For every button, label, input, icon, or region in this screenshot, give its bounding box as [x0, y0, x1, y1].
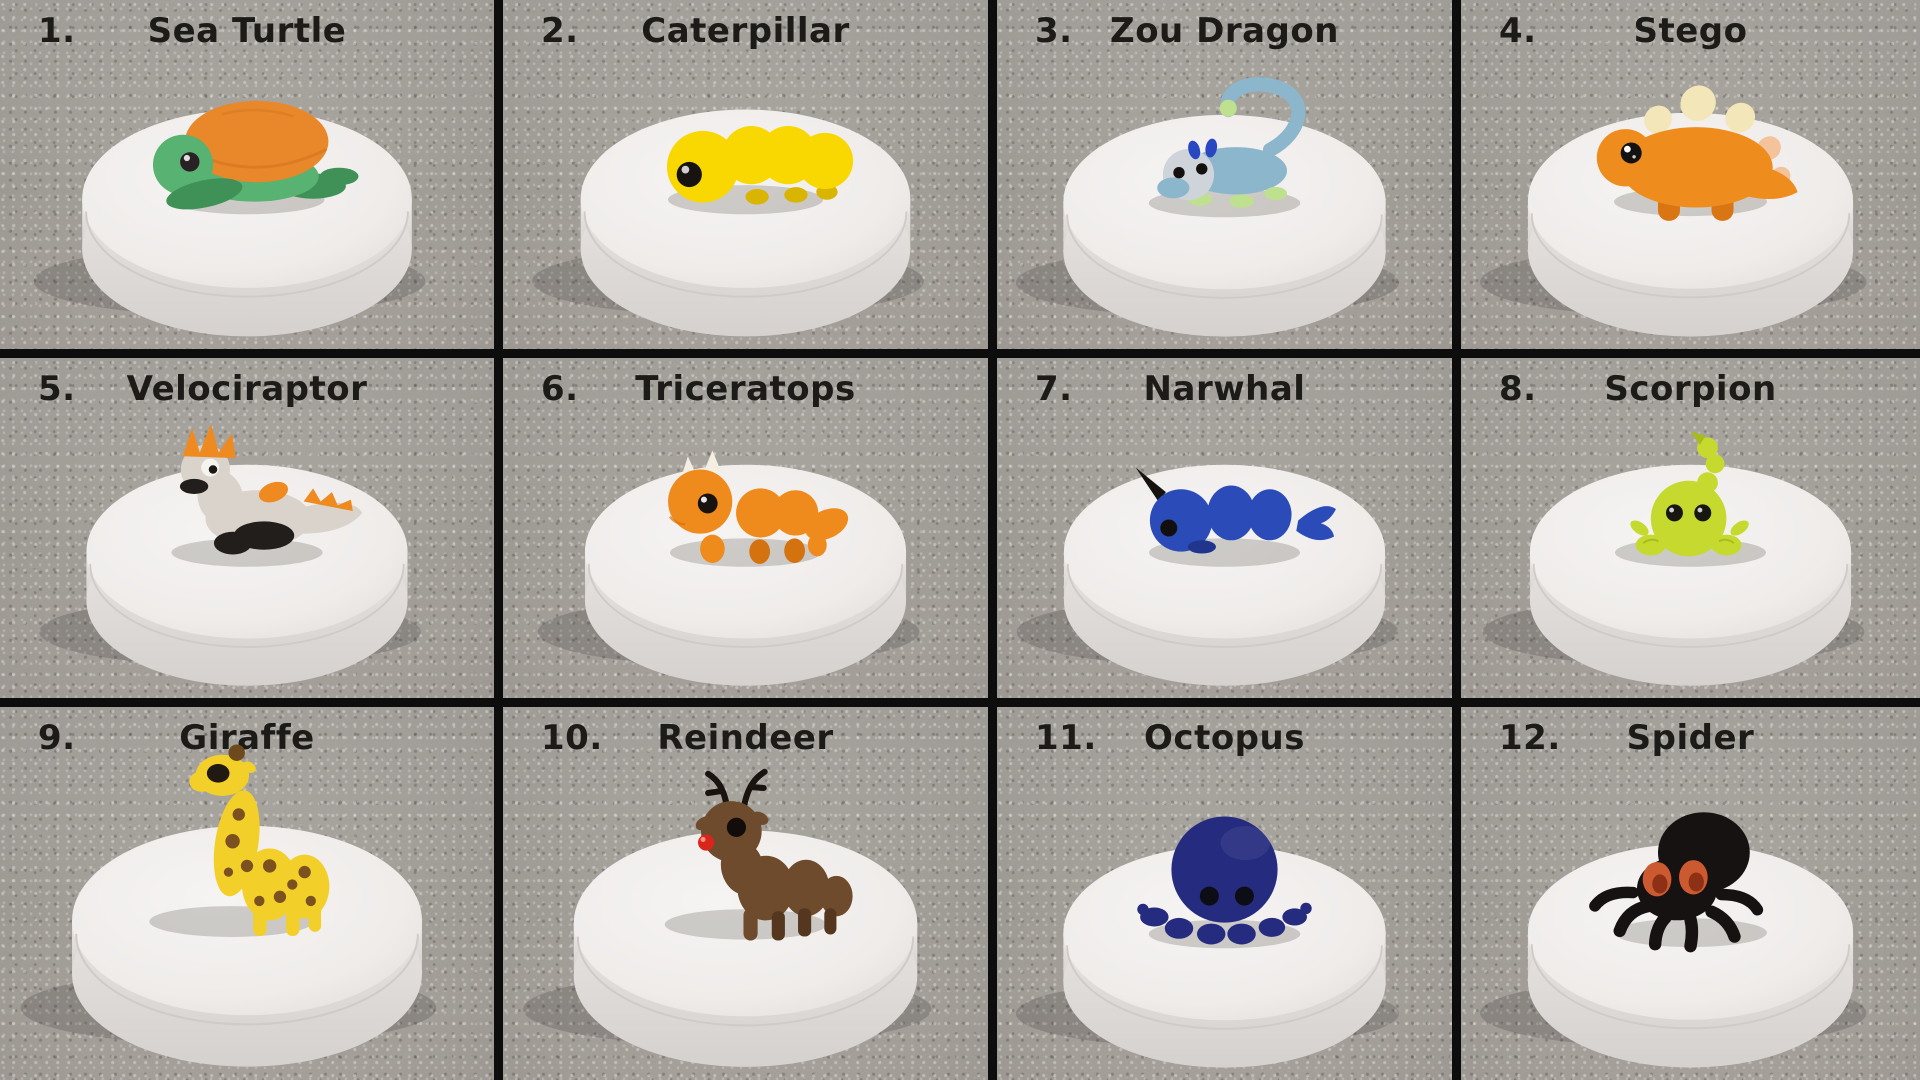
- item-number: 5.: [38, 369, 76, 409]
- item-label: Scorpion: [1604, 369, 1777, 409]
- reindeer-figurine: [523, 768, 932, 1067]
- item-number: 12.: [1499, 718, 1561, 758]
- turntable-photo: [503, 707, 988, 1080]
- cell-narwhal: 7. Narwhal: [997, 358, 1452, 698]
- item-number: 4.: [1499, 11, 1537, 51]
- cell-spider: 12. Spider: [1461, 707, 1920, 1080]
- item-number: 3.: [1035, 11, 1073, 51]
- item-label: Triceratops: [635, 369, 856, 409]
- cell-sea-turtle: 1. Sea Turtle: [0, 0, 494, 349]
- item-label: Spider: [1626, 718, 1755, 758]
- turntable-photo: [0, 0, 494, 349]
- item-number: 11.: [1035, 718, 1097, 758]
- turntable-photo: [503, 358, 988, 698]
- item-label: Giraffe: [179, 718, 315, 758]
- item-label: Reindeer: [657, 718, 834, 758]
- scorpion-figurine: [1482, 431, 1865, 686]
- turntable-photo: [503, 0, 988, 349]
- octopus-figurine: [1015, 816, 1399, 1068]
- narwhal-figurine: [1016, 464, 1399, 686]
- item-number: 1.: [38, 11, 76, 51]
- item-number: 2.: [541, 11, 579, 51]
- item-label: Octopus: [1144, 718, 1305, 758]
- item-label: Narwhal: [1143, 369, 1306, 409]
- item-number: 7.: [1035, 369, 1073, 409]
- turntable-photo: [0, 707, 494, 1080]
- turntable-photo: [1461, 707, 1920, 1080]
- item-label: Sea Turtle: [147, 11, 347, 51]
- sea-turtle-figurine: [33, 100, 426, 337]
- giraffe-figurine: [20, 744, 437, 1067]
- turntable-photo: [1461, 358, 1920, 698]
- zou-dragon-figurine: [1015, 77, 1399, 337]
- cell-reindeer: 10. Reindeer: [503, 707, 988, 1080]
- item-label: Caterpillar: [641, 11, 850, 51]
- item-number: 6.: [541, 369, 579, 409]
- turntable-photo: [1461, 0, 1920, 349]
- cell-triceratops: 6. Triceratops: [503, 358, 988, 698]
- turntable-photo: [997, 0, 1452, 349]
- cell-giraffe: 9. Giraffe: [0, 707, 494, 1080]
- stego-figurine: [1480, 85, 1867, 337]
- cell-stego: 4. Stego: [1461, 0, 1920, 349]
- item-label: Velociraptor: [126, 369, 368, 409]
- item-number: 9.: [38, 718, 76, 758]
- cell-zou-dragon: 3. Zou Dragon: [997, 0, 1452, 349]
- triceratops-figurine: [537, 450, 920, 686]
- caterpillar-figurine: [532, 109, 924, 337]
- turntable-photo: [0, 358, 494, 698]
- turntable-photo: [997, 358, 1452, 698]
- item-number: 8.: [1499, 369, 1537, 409]
- cell-scorpion: 8. Scorpion: [1461, 358, 1920, 698]
- spider-figurine: [1480, 812, 1867, 1068]
- cell-octopus: 11. Octopus: [997, 707, 1452, 1080]
- turntable-photo: [997, 707, 1452, 1080]
- cell-velociraptor: 5. Velociraptor: [0, 358, 494, 698]
- item-label: Zou Dragon: [1110, 11, 1339, 51]
- item-label: Stego: [1633, 11, 1748, 51]
- velociraptor-figurine: [39, 424, 421, 686]
- cell-caterpillar: 2. Caterpillar: [503, 0, 988, 349]
- item-number: 10.: [541, 718, 603, 758]
